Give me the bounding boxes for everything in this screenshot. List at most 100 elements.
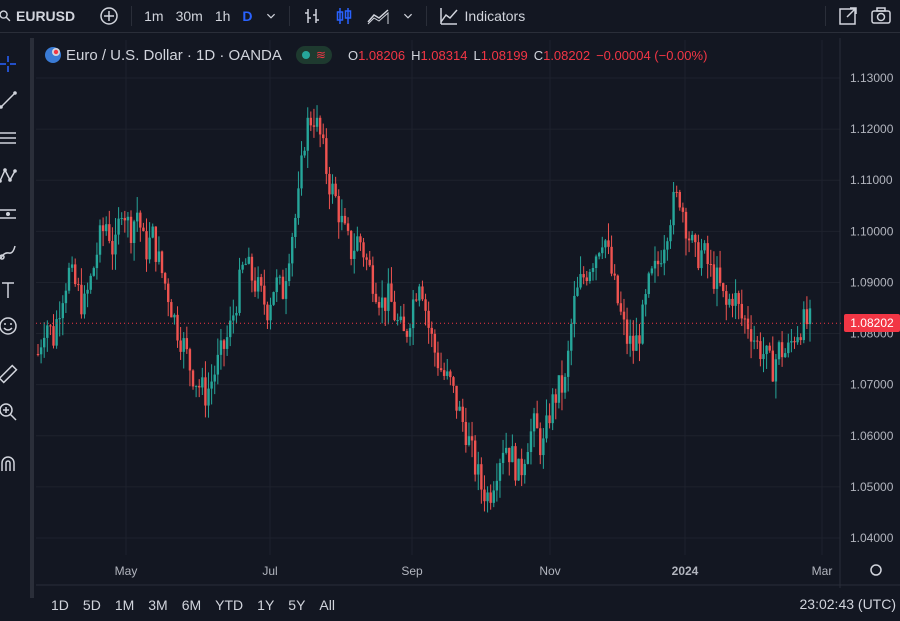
candle-body	[294, 217, 297, 237]
candle-body	[452, 377, 455, 386]
candle-body	[191, 370, 195, 387]
candle-body	[188, 349, 192, 371]
candle-body	[477, 464, 480, 475]
fib-tool[interactable]	[0, 124, 22, 152]
open-value: 1.08206	[358, 47, 406, 63]
zoom-tool[interactable]	[0, 398, 22, 426]
snapshot-button[interactable]	[864, 6, 898, 26]
brush-tool[interactable]	[0, 238, 22, 266]
candle-body	[579, 274, 582, 288]
interval-1h[interactable]: 1h	[214, 8, 231, 24]
candle-body	[120, 217, 123, 219]
measure-tool[interactable]	[0, 360, 22, 388]
candle-body	[213, 374, 216, 382]
low-value: 1.08199	[480, 47, 528, 63]
candle-body	[139, 212, 142, 228]
candle-body	[408, 328, 412, 337]
candle-body	[442, 370, 446, 376]
candle-body	[594, 256, 598, 269]
candle-body	[126, 216, 130, 221]
candle-body	[480, 464, 483, 490]
candle-body	[89, 275, 92, 290]
symbol-search[interactable]: EURUSD	[0, 8, 75, 24]
time-tick-label: 2024	[672, 564, 699, 578]
emoji-tool[interactable]	[0, 312, 22, 340]
candle-body	[771, 350, 774, 382]
separator	[288, 6, 290, 26]
candle-body	[647, 273, 650, 295]
candle-body	[601, 247, 604, 254]
time-tick-label: Mar	[812, 564, 833, 578]
range-5y[interactable]: 5Y	[288, 596, 306, 613]
candle-body	[334, 183, 337, 197]
candle-body	[39, 347, 43, 355]
utc-clock[interactable]: 23:02:43 (UTC)	[799, 596, 896, 612]
magnet-tool[interactable]	[0, 450, 22, 478]
pattern-tool[interactable]	[0, 162, 22, 190]
candle-body	[371, 265, 375, 294]
candle-body	[402, 316, 406, 332]
bar-style-button[interactable]	[296, 6, 328, 26]
candle-body	[390, 283, 393, 302]
market-status-pill[interactable]: ≋	[295, 46, 332, 64]
text-tool[interactable]	[0, 276, 22, 304]
forecast-tool[interactable]	[0, 200, 22, 228]
interval-30m[interactable]: 30m	[175, 8, 203, 24]
interval-dropdown[interactable]	[259, 10, 283, 22]
candle-body	[542, 438, 545, 456]
candle-body	[446, 371, 449, 376]
candle-body	[98, 225, 102, 255]
candle-body	[783, 353, 787, 358]
compare-symbol-button[interactable]	[93, 6, 125, 26]
range-ytd[interactable]: YTD	[215, 596, 244, 613]
chart-type-dropdown[interactable]	[396, 10, 420, 22]
candle-body	[77, 284, 80, 286]
candle-body	[387, 283, 390, 311]
candle-body	[421, 286, 424, 300]
candle-body	[700, 250, 703, 269]
candle-body	[411, 299, 415, 329]
candle-body	[799, 337, 802, 341]
range-1d[interactable]: 1D	[51, 596, 69, 613]
candle-body	[458, 406, 461, 411]
range-3m[interactable]: 3M	[148, 596, 168, 613]
candle-body	[610, 246, 613, 274]
candles-style-button[interactable]	[328, 6, 360, 26]
candle-body	[529, 431, 533, 453]
candle-body	[461, 406, 464, 422]
symbol-title[interactable]: Euro / U.S. Dollar · 1D · OANDA	[66, 46, 282, 64]
trend-line-tool[interactable]	[0, 86, 22, 114]
candle-body	[489, 492, 492, 503]
candle-body	[64, 290, 68, 304]
candle-body	[653, 260, 657, 269]
indicators-button[interactable]: Indicators	[433, 6, 532, 26]
candle-body	[204, 377, 207, 406]
range-6m[interactable]: 6M	[181, 596, 202, 613]
candle-body	[728, 298, 731, 305]
price-tick-label: 1.06000	[850, 429, 894, 443]
candle-body	[694, 234, 697, 243]
crosshair-tool[interactable]	[0, 50, 22, 78]
range-1m[interactable]: 1M	[114, 596, 135, 613]
candle-body	[725, 291, 728, 305]
candle-body	[266, 304, 269, 321]
candle-body	[439, 368, 443, 371]
candle-body	[253, 280, 257, 292]
candle-body	[625, 319, 629, 344]
range-5d[interactable]: 5D	[82, 596, 101, 613]
range-all[interactable]: All	[319, 596, 335, 613]
candle-body	[359, 236, 362, 243]
range-1y[interactable]: 1Y	[257, 596, 275, 613]
candle-body	[105, 224, 108, 232]
area-style-button[interactable]	[360, 6, 396, 26]
candle-body	[532, 413, 536, 432]
fullscreen-button[interactable]	[832, 6, 864, 26]
candle-body	[535, 413, 539, 429]
interval-d[interactable]: D	[242, 8, 253, 24]
candle-body	[672, 191, 675, 226]
candle-body	[501, 452, 505, 463]
candle-body	[244, 263, 247, 265]
candle-body	[721, 283, 725, 292]
interval-1m[interactable]: 1m	[144, 8, 164, 24]
